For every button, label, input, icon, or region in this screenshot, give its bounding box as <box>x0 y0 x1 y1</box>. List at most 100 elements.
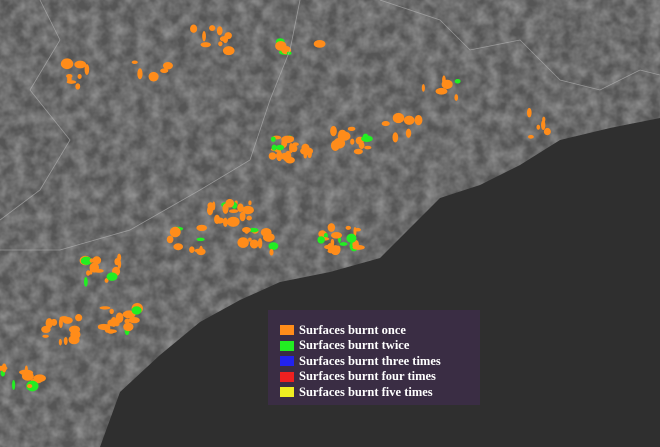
burnt-patch <box>222 217 228 227</box>
burnt-patch <box>12 379 16 390</box>
burnt-patch <box>107 329 115 334</box>
burnt-patch <box>62 316 73 324</box>
burnt-patch <box>58 338 62 346</box>
burnt-patch <box>353 148 363 155</box>
burnt-patch <box>42 334 49 338</box>
burnt-patch <box>350 138 355 145</box>
burnt-patch <box>237 203 244 213</box>
burnt-patch <box>347 126 356 131</box>
burnt-patch <box>216 26 223 36</box>
burnt-patch <box>454 94 459 101</box>
borders <box>0 0 660 251</box>
burnt-patch <box>200 42 211 48</box>
burnt-patch <box>268 242 279 251</box>
burnt-patch <box>346 233 357 243</box>
legend-item: Surfaces burnt five times <box>280 385 433 399</box>
burnt-patch <box>148 71 159 82</box>
burnt-patch <box>104 278 109 283</box>
burnt-patch <box>275 144 285 151</box>
legend-swatch <box>280 340 294 351</box>
legend: Surfaces burnt once Surfaces burnt twice S… <box>268 310 480 405</box>
burnt-patch <box>207 205 214 216</box>
burnt-patch <box>166 235 174 244</box>
burnt-patch <box>392 132 399 143</box>
legend-item: Surfaces burnt twice <box>280 338 410 353</box>
burnt-patch <box>162 61 173 70</box>
burnt-patch <box>209 25 216 32</box>
burnt-patch <box>219 36 228 42</box>
burnt-patch <box>269 154 281 158</box>
burnt-patch <box>92 256 102 265</box>
burnt-patch <box>246 215 252 221</box>
burnt-patch <box>196 224 208 232</box>
burnt-patch <box>338 129 347 138</box>
burnt-patch <box>77 74 82 79</box>
burnt-patch <box>275 41 287 51</box>
burnt-patch <box>169 226 181 238</box>
legend-label: Surfaces burnt once <box>299 322 406 337</box>
legend-item: Surfaces burnt three times <box>280 354 441 368</box>
burnt-patch <box>115 312 124 324</box>
burnt-patch <box>249 239 259 249</box>
burnt-patch <box>339 242 348 246</box>
legend-item: Surfaces burnt once <box>280 323 406 337</box>
burnt-patch <box>97 324 106 330</box>
burnt-patch <box>66 74 73 79</box>
burnt-patch <box>270 136 276 142</box>
burnt-patch <box>403 115 415 125</box>
burnt-patch <box>60 58 74 70</box>
burnt-patch <box>327 223 336 232</box>
burnt-patch <box>352 245 365 250</box>
burnt-patch <box>362 133 369 139</box>
burnt-patch <box>89 262 100 273</box>
legend-swatch <box>280 356 294 366</box>
burnt-patch <box>114 258 120 266</box>
burnt-patch <box>131 60 138 64</box>
burnt-patch <box>137 68 143 80</box>
burnt-patch <box>248 237 252 242</box>
legend-label: Surfaces burnt four times <box>299 369 436 383</box>
burnt-patch <box>454 78 461 84</box>
burnt-patch <box>317 236 325 244</box>
burnt-patch <box>58 318 63 329</box>
burnt-patch <box>173 243 184 251</box>
burnt-patch <box>345 225 352 230</box>
burnt-patch <box>269 248 274 256</box>
burnt-patch <box>239 211 246 222</box>
burnt-patch <box>237 237 249 248</box>
burnt-patch <box>199 245 203 256</box>
burnt-patch <box>109 308 114 315</box>
burnt-patch <box>123 322 134 332</box>
burnt-patch <box>27 383 33 389</box>
burnt-patch <box>313 40 326 48</box>
burnt-patch <box>303 152 308 159</box>
burnt-patch <box>330 231 343 239</box>
burnt-patch <box>80 256 92 266</box>
burnt-patch <box>307 149 312 159</box>
burnt-patch <box>257 238 263 249</box>
burnt-patch <box>222 46 235 56</box>
legend-swatch <box>280 371 294 382</box>
burnt-patch <box>1 363 7 373</box>
burnt-patch <box>421 84 425 92</box>
burnt-patch <box>330 245 341 256</box>
burnt-patch <box>228 209 239 213</box>
legend-label: Surfaces burnt five times <box>299 384 433 399</box>
burnt-patch <box>190 24 198 33</box>
burnt-patch <box>381 121 390 127</box>
burnt-patch <box>536 124 541 130</box>
burnt-patch <box>86 270 91 276</box>
burnt-patch <box>354 227 361 232</box>
burnt-patch <box>68 335 80 345</box>
burnt-patch <box>435 87 448 95</box>
legend-label: Surfaces burnt twice <box>299 338 410 352</box>
burnt-patch <box>63 336 68 345</box>
burnt-patch <box>83 277 88 287</box>
burnt-patch <box>248 200 252 206</box>
burnt-patch <box>271 144 277 151</box>
burnt-patch <box>21 371 34 381</box>
burnt-patch <box>330 125 337 137</box>
burnt-patch <box>26 380 39 392</box>
